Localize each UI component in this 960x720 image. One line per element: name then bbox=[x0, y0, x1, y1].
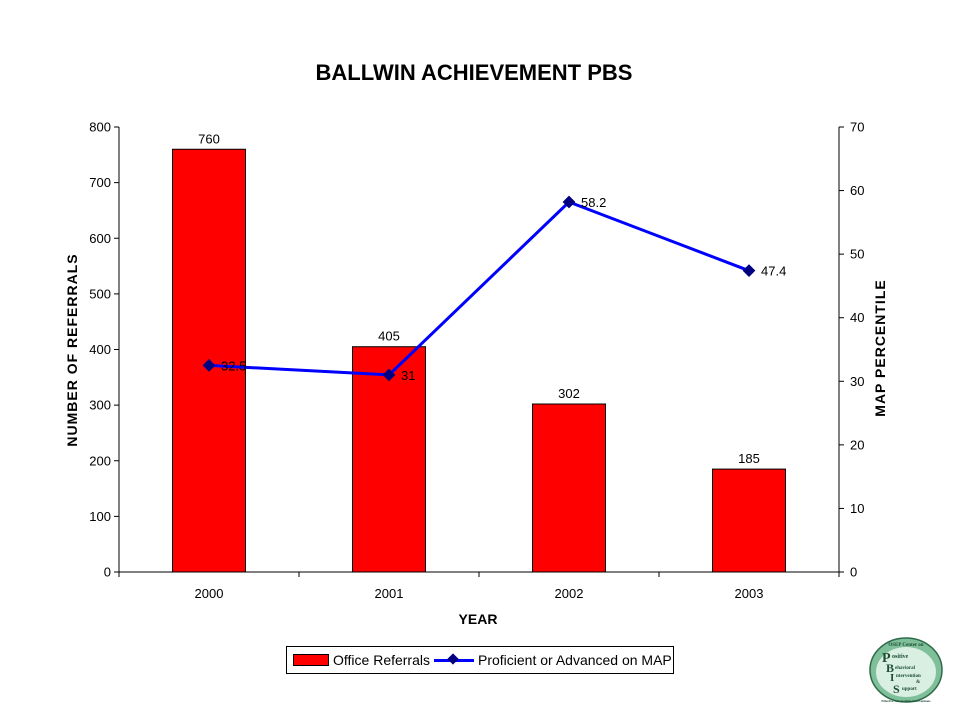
x-tick-label-2001: 2001 bbox=[375, 586, 404, 601]
y2-tick-label-0: 0 bbox=[850, 565, 857, 580]
legend-label-office-referrals: Office Referrals bbox=[333, 652, 430, 668]
line-marker-2001 bbox=[382, 368, 396, 382]
bar-data-label-2003: 185 bbox=[738, 451, 760, 466]
bar-data-label-2002: 302 bbox=[558, 386, 580, 401]
chart-title: BALLWIN ACHIEVEMENT PBS bbox=[316, 60, 633, 85]
y-tick-label-700: 700 bbox=[89, 175, 111, 190]
bar-data-label-2001: 405 bbox=[378, 329, 400, 344]
axes-layer: 0 100 200 300 400 500 600 700 800 0 10 20 30 40 50 60 70… bbox=[89, 120, 864, 602]
logo-letter-p: P bbox=[882, 651, 891, 666]
legend-item-proficient-map: Proficient or Advanced on MAP bbox=[430, 652, 672, 668]
y-tick-label-0: 0 bbox=[104, 565, 111, 580]
x-tick-label-2000: 2000 bbox=[195, 586, 224, 601]
line-proficient-map bbox=[208, 200, 750, 377]
legend-swatch-line bbox=[434, 653, 474, 667]
y2-tick-label-50: 50 bbox=[850, 247, 864, 262]
bars-layer: 760 405 302 185 bbox=[172, 131, 786, 573]
y2-tick-label-70: 70 bbox=[850, 120, 864, 135]
y-tick-label-800: 800 bbox=[89, 120, 111, 135]
y-tick-label-500: 500 bbox=[89, 286, 111, 301]
bar-office-referrals-2001 bbox=[352, 346, 426, 573]
bar-office-referrals-2003 bbox=[712, 468, 786, 573]
logo-caption: OSEP Center on bbox=[888, 643, 923, 648]
pbis-logo: OSEP Center on P ositive B ehavioral I n… bbox=[868, 636, 944, 704]
y2-tick-label-40: 40 bbox=[850, 310, 864, 325]
y-axis-title: NUMBER OF REFERRALS bbox=[64, 253, 80, 446]
y-tick-label-100: 100 bbox=[89, 509, 111, 524]
y2-axis-title: MAP PERCENTILE bbox=[872, 279, 888, 416]
y2-tick-label-10: 10 bbox=[850, 501, 864, 516]
line-marker-2000 bbox=[202, 359, 216, 372]
bar-data-label-2000: 760 bbox=[198, 131, 220, 146]
line-data-label-2001: 31 bbox=[401, 368, 415, 383]
y-tick-label-300: 300 bbox=[89, 398, 111, 413]
legend: Office Referrals Proficient or Advanced … bbox=[286, 646, 674, 674]
bar-office-referrals-2002 bbox=[532, 403, 606, 573]
logo-letter-i: I bbox=[890, 672, 894, 684]
line-data-label-2000: 32.5 bbox=[221, 358, 246, 373]
x-tick-label-2002: 2002 bbox=[555, 586, 584, 601]
y-tick-label-600: 600 bbox=[89, 231, 111, 246]
line-marker-2003 bbox=[742, 264, 756, 278]
legend-label-proficient-map: Proficient or Advanced on MAP bbox=[478, 652, 672, 668]
line-data-label-2003: 47.4 bbox=[761, 264, 786, 279]
line-data-label-2002: 58.2 bbox=[581, 195, 606, 210]
logo-word-positive: ositive bbox=[892, 654, 909, 660]
y2-tick-label-30: 30 bbox=[850, 374, 864, 389]
y-tick-label-400: 400 bbox=[89, 342, 111, 357]
line-layer: 32.5 31 58.2 47.4 bbox=[202, 195, 786, 383]
logo-amp: & bbox=[916, 680, 920, 685]
y-tick-label-200: 200 bbox=[89, 453, 111, 468]
logo-word-behavioral: ehavioral bbox=[895, 666, 916, 671]
x-tick-label-2003: 2003 bbox=[735, 586, 764, 601]
logo-word-support: upport bbox=[902, 687, 917, 692]
logo-letter-s: S bbox=[893, 682, 900, 696]
logo-tagline: Effective School-Wide Interventions bbox=[881, 699, 931, 703]
y2-tick-label-60: 60 bbox=[850, 183, 864, 198]
legend-swatch-bar bbox=[293, 654, 329, 666]
logo-letter-b: B bbox=[886, 661, 894, 675]
y2-tick-label-20: 20 bbox=[850, 437, 864, 452]
legend-item-office-referrals: Office Referrals bbox=[287, 652, 430, 668]
x-axis-title: YEAR bbox=[459, 611, 498, 627]
logo-word-intervention: ntervention bbox=[896, 674, 921, 679]
